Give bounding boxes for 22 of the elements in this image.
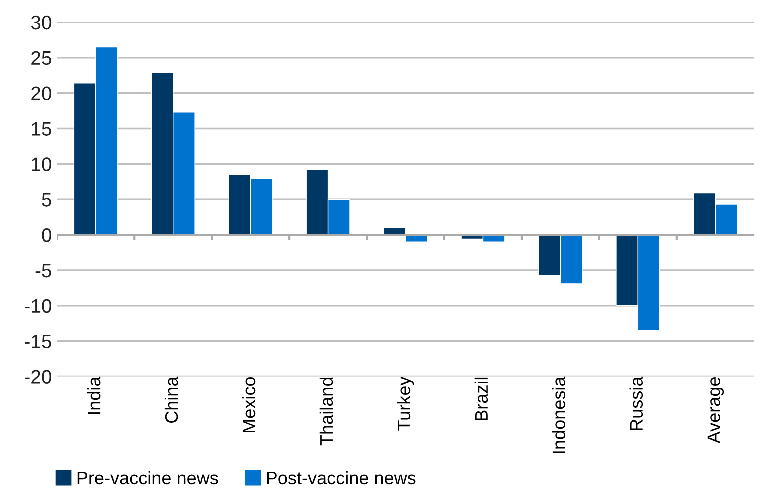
x-tick-label: Brazil	[474, 378, 488, 420]
x-tick-label: Average	[708, 378, 724, 444]
legend-label: Post-vaccine news	[267, 471, 416, 485]
y-tick-label: 10	[32, 158, 52, 172]
x-tick-label: Indonesia	[552, 376, 566, 454]
y-tick-label: -5	[36, 264, 52, 278]
y-tick-label: 20	[32, 86, 52, 101]
x-tick-label: India	[87, 376, 101, 414]
x-tick-label: Thailand	[320, 378, 334, 446]
y-tick-label: -15	[25, 334, 52, 349]
y-tick-label: 25	[32, 51, 52, 66]
y-tick-label: 30	[31, 16, 52, 30]
y-tick-label: -10	[25, 299, 52, 314]
y-tick-label: -20	[25, 370, 52, 384]
legend-label: Pre-vaccine news	[78, 471, 218, 485]
y-tick-label: 5	[42, 193, 52, 207]
x-tick-label: Mexico	[242, 378, 256, 432]
y-tick-label: 0	[42, 228, 52, 242]
x-tick-label: Turkey	[397, 376, 414, 431]
y-tick-label: 15	[32, 122, 52, 136]
x-tick-label: China	[164, 376, 178, 423]
x-tick-label: Russia	[630, 376, 644, 430]
